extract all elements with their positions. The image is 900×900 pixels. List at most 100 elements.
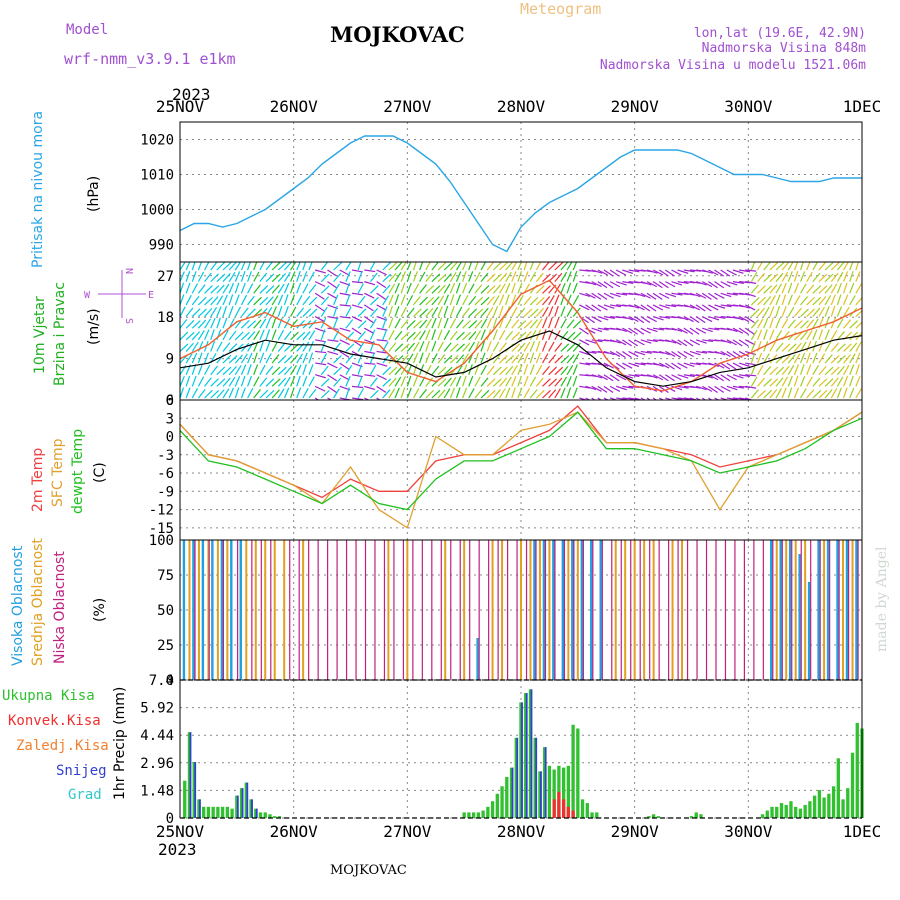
wind-barb — [708, 397, 713, 400]
chart-panels: 990100010101020091827-15-12-9-6-30360255… — [140, 97, 881, 841]
temperature-unit: (C) — [92, 462, 108, 483]
wind-barb — [474, 284, 483, 294]
wind-barb — [812, 329, 818, 341]
wind-barb — [327, 281, 337, 289]
wind-barb — [806, 376, 813, 387]
wind-barb — [750, 341, 757, 352]
wind-barb — [769, 295, 776, 306]
wind-barb — [763, 378, 773, 387]
wind-barb — [603, 315, 615, 319]
total-precip-bar — [533, 737, 537, 818]
wind-barb — [283, 387, 290, 399]
wind-barb — [695, 339, 707, 344]
wind-barb — [745, 269, 757, 272]
wind-barb — [714, 385, 725, 393]
wind-barb — [572, 387, 578, 399]
snow-bar — [525, 693, 528, 818]
wind-barb — [622, 281, 634, 285]
wind-barb — [763, 285, 773, 294]
wind-barb — [541, 317, 548, 329]
wind-barb — [849, 295, 856, 306]
wind-barb — [308, 376, 315, 387]
date-label-top: 28NOV — [497, 97, 546, 116]
wind-barb — [609, 350, 621, 357]
pressure-unit: (hPa) — [86, 176, 102, 212]
wind-barb — [572, 353, 580, 364]
wind-barb — [394, 387, 400, 399]
wind-barb — [419, 330, 426, 341]
wind-barb — [333, 272, 342, 283]
wind-barb — [535, 340, 541, 352]
wind-barb — [228, 282, 235, 294]
wind-barb — [240, 375, 246, 387]
wind-barb — [315, 374, 326, 379]
wind-barb — [529, 352, 535, 364]
wind-barb — [241, 320, 250, 329]
wind-barb — [683, 362, 695, 367]
wind-barb — [382, 306, 388, 317]
wind-barb — [247, 320, 257, 329]
wind-barb — [443, 329, 451, 341]
wind-barb — [357, 283, 364, 294]
wind-barb — [271, 295, 279, 306]
wind-barb — [376, 385, 387, 393]
wind-barb — [653, 327, 665, 331]
wind-barb — [394, 306, 400, 317]
wind-barb — [376, 304, 387, 311]
wind-barb — [806, 308, 816, 317]
wind-barb — [382, 295, 390, 306]
wind-barb — [763, 262, 772, 271]
wind-barb — [480, 318, 488, 329]
wind-barb — [750, 308, 760, 317]
wind-barb — [351, 269, 363, 273]
wind-barb — [616, 385, 627, 391]
conv-precip-bar — [557, 791, 561, 818]
wind-barb — [388, 388, 396, 399]
snow-bar — [251, 799, 253, 818]
wind-barb — [253, 284, 261, 294]
wind-barb — [541, 353, 549, 364]
wind-barb — [560, 306, 566, 317]
wind-barb — [640, 397, 647, 400]
wind-barb — [191, 331, 201, 341]
wind-barb — [486, 306, 494, 317]
wind-barb — [566, 282, 572, 294]
wind-barb — [455, 387, 461, 399]
wind-barb — [591, 327, 603, 333]
wind-barb — [370, 389, 379, 399]
wind-barb — [616, 281, 627, 286]
wind-barb — [455, 294, 461, 306]
wind-barb — [419, 319, 428, 329]
snow-bar — [521, 702, 523, 818]
wind-barb — [585, 327, 596, 334]
date-label-top: 25NOV — [156, 97, 205, 116]
wind-barb — [548, 317, 553, 329]
wind-barb — [535, 285, 545, 294]
wind-barb — [763, 389, 773, 399]
wind-barb — [406, 307, 415, 317]
wind-barb — [222, 388, 230, 399]
wind-barb — [425, 377, 434, 387]
wind-barb — [345, 375, 351, 387]
wind-barb — [517, 375, 522, 387]
wind-barb — [222, 273, 231, 283]
wind-barb — [283, 376, 291, 387]
wind-barb — [732, 327, 744, 334]
total-precip-bar — [566, 765, 571, 818]
wind-barb — [609, 339, 621, 344]
wind-barb — [818, 389, 828, 399]
wind-barb — [560, 282, 566, 294]
wind-barb — [836, 306, 843, 317]
wind-barb — [714, 350, 726, 356]
wind-barb — [222, 305, 228, 317]
wind-barb — [634, 339, 645, 346]
wind-barb — [793, 342, 802, 352]
wind-barb — [431, 340, 437, 352]
wind-barb — [861, 292, 862, 294]
wind-barb — [806, 271, 813, 282]
total-precip-bar — [694, 812, 698, 818]
wind-barb — [290, 271, 296, 282]
wind-barb — [849, 271, 854, 282]
wind-barb — [714, 362, 725, 369]
wind-barb — [290, 306, 297, 317]
